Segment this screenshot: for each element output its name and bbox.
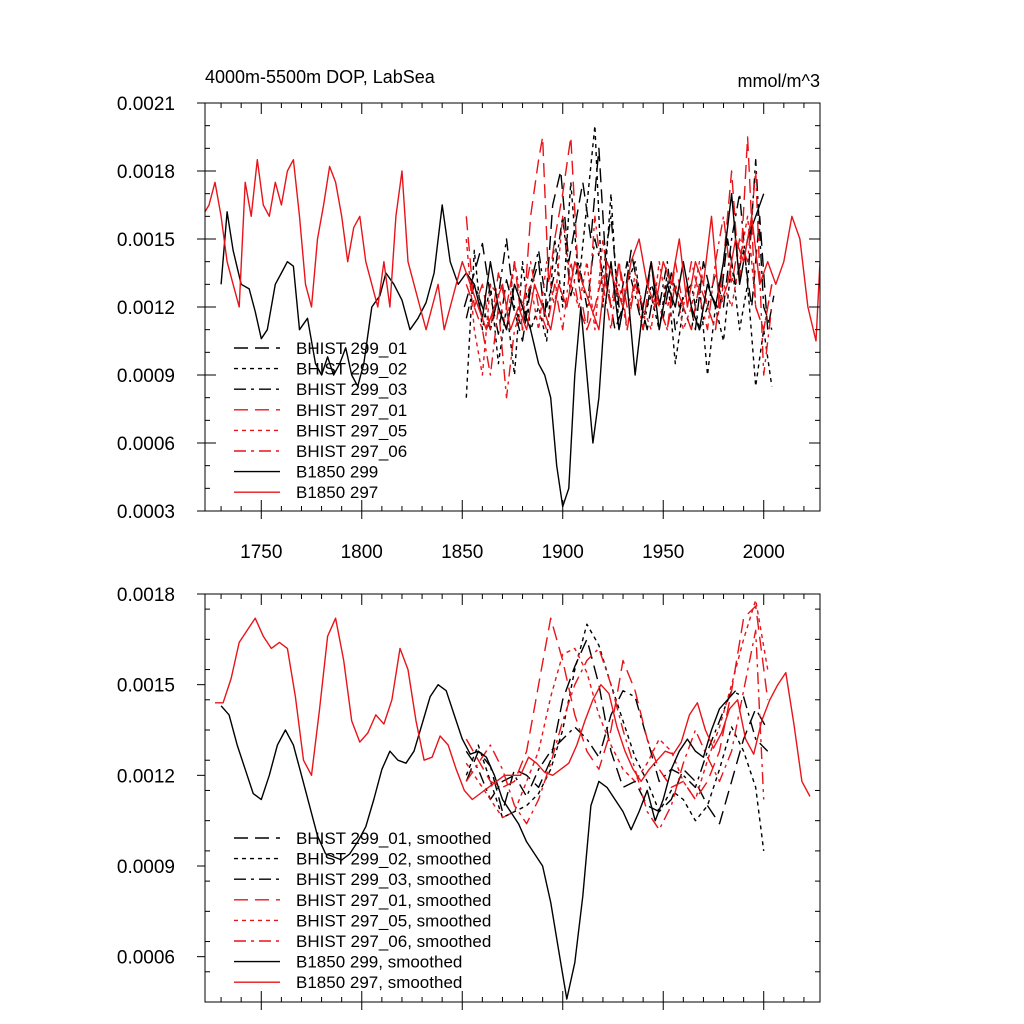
series-group	[215, 599, 811, 1000]
y-tick-label: 0.0006	[117, 948, 175, 969]
series-line-8	[215, 617, 811, 801]
legend-label: BHIST 299_01	[296, 339, 407, 358]
y-tick-label: 0.0006	[117, 434, 175, 455]
legend-label: BHIST 299_02, smoothed	[296, 850, 491, 869]
series-line-2	[465, 125, 773, 398]
y-tick-label: 0.0012	[117, 766, 175, 787]
top-panel: 1750 1800 1850 1900 1950 2000 0.0003 0.0006 0.00…	[117, 67, 821, 563]
x-tick-label: 1900	[542, 542, 584, 563]
legend-label: BHIST 299_03	[296, 380, 407, 399]
y-tick-label: 0.0012	[117, 298, 175, 319]
legend-label: BHIST 299_01, smoothed	[296, 829, 491, 848]
y-tick-label: 0.0015	[117, 676, 175, 697]
series-line-4	[465, 605, 769, 801]
series-line-3	[465, 690, 769, 801]
legend-label: B1850 299, smoothed	[296, 953, 462, 972]
y-tick-label: 0.0009	[117, 857, 175, 878]
legend-label: BHIST 299_02	[296, 360, 407, 379]
series-line-8	[205, 159, 820, 342]
series-line-6	[465, 170, 773, 399]
series-line-7	[220, 193, 765, 508]
legend-label: B1850 297, smoothed	[296, 973, 462, 992]
series-line-3	[465, 159, 773, 331]
y-tick-label: 0.0003	[117, 502, 175, 523]
series-line-5	[465, 215, 773, 376]
y-tick-label: 0.0009	[117, 366, 175, 387]
units-label: mmol/m^3	[738, 71, 820, 91]
series-line-5	[465, 599, 769, 819]
series-line-1	[465, 638, 769, 825]
legend-label: BHIST 297_01	[296, 401, 407, 420]
bottom-panel: 0.0006 0.0009 0.0012 0.0015 0.0018 BHIST 299_…	[117, 585, 821, 1010]
series-line-7	[220, 684, 737, 1000]
series-line-1	[463, 147, 775, 342]
series-group	[205, 125, 820, 508]
x-tick-label: 1750	[240, 542, 282, 563]
x-tick-label: 1800	[341, 542, 383, 563]
legend-label: BHIST 297_05, smoothed	[296, 911, 491, 930]
legend-label: BHIST 297_05	[296, 421, 407, 440]
legend-label: B1850 297	[296, 483, 378, 502]
y-tick-label: 0.0018	[117, 585, 175, 606]
legend-label: BHIST 297_01, smoothed	[296, 891, 491, 910]
y-tick-label: 0.0018	[117, 162, 175, 183]
legend: BHIST 299_01, smoothed BHIST 299_02, smoo…	[234, 829, 491, 992]
legend-label: BHIST 297_06, smoothed	[296, 932, 491, 951]
x-tick-label: 1850	[441, 542, 483, 563]
legend-label: BHIST 299_03, smoothed	[296, 870, 491, 889]
series-line-6	[465, 629, 765, 831]
legend-label: BHIST 297_06	[296, 442, 407, 461]
y-tick-label: 0.0021	[117, 94, 175, 115]
chart-title: 4000m-5500m DOP, LabSea	[205, 67, 436, 87]
x-tick-label: 2000	[743, 542, 785, 563]
x-tick-label: 1950	[642, 542, 684, 563]
plot-frame	[204, 593, 821, 1003]
legend-label: B1850 299	[296, 463, 378, 482]
y-tick-label: 0.0015	[117, 230, 175, 251]
